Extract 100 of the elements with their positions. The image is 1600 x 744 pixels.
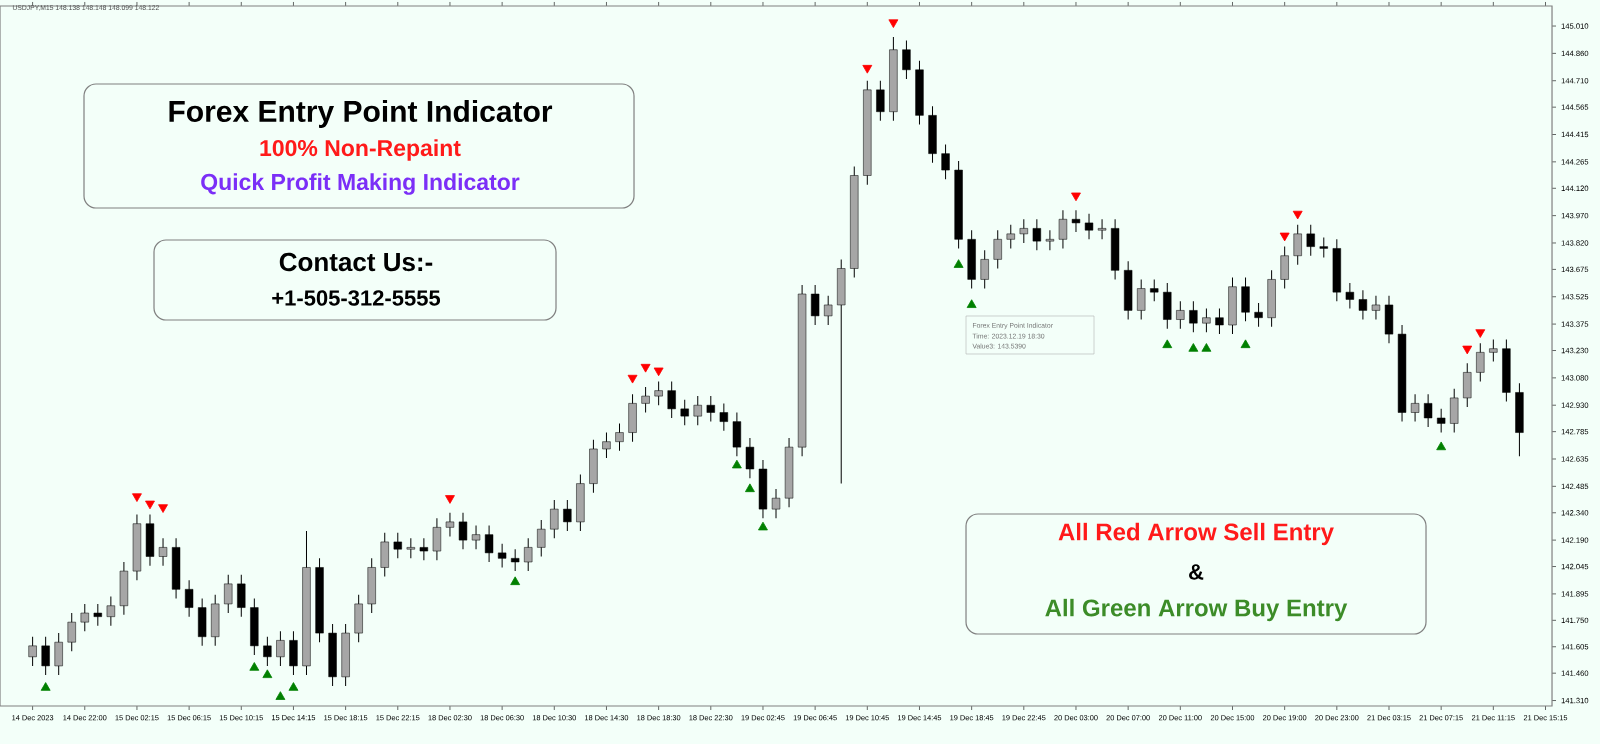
candlestick xyxy=(263,636,272,667)
point xyxy=(1201,343,1212,352)
annotation: & xyxy=(1189,564,1204,580)
candlestick xyxy=(197,597,207,647)
candlestick xyxy=(511,548,520,572)
candlestick xyxy=(1319,237,1328,259)
candlestick xyxy=(1137,278,1146,321)
point xyxy=(158,504,168,513)
candlestick xyxy=(706,395,715,423)
candlestick xyxy=(1032,218,1042,251)
candlestick xyxy=(915,60,924,125)
candlestick xyxy=(497,543,507,568)
point xyxy=(1071,192,1081,202)
candlestick xyxy=(537,519,546,558)
annotation: All Red Arrow Sell Entry xyxy=(1058,522,1334,546)
candlestick xyxy=(484,525,494,563)
point xyxy=(1292,210,1303,220)
candlestick xyxy=(902,40,911,80)
point xyxy=(1162,339,1173,349)
candlestick xyxy=(106,596,116,627)
candlestick xyxy=(250,597,259,656)
candlestick xyxy=(54,632,63,676)
candlestick xyxy=(576,473,585,532)
candlestick xyxy=(1267,269,1276,328)
candlestick xyxy=(1019,218,1028,244)
candlestick xyxy=(1202,308,1211,333)
annotation: Quick Profit Making Indicator xyxy=(201,173,520,195)
candlestick xyxy=(589,439,598,494)
candlestick xyxy=(1045,229,1055,251)
candlestick xyxy=(693,395,702,426)
point xyxy=(510,576,521,586)
candlestick xyxy=(837,258,846,485)
candlestick xyxy=(1215,308,1224,335)
candlestick xyxy=(341,623,350,687)
point xyxy=(262,669,273,679)
point xyxy=(1436,441,1447,451)
candlestick xyxy=(276,630,285,667)
candlestick xyxy=(354,594,363,643)
point xyxy=(640,363,651,373)
point xyxy=(145,500,155,510)
candlestick xyxy=(1176,300,1185,330)
candlestick xyxy=(1228,277,1237,335)
point xyxy=(653,367,664,377)
candlestick xyxy=(328,623,337,687)
candlestick xyxy=(824,295,833,326)
candlestick xyxy=(237,574,246,618)
point xyxy=(1462,345,1473,355)
point xyxy=(275,691,286,700)
candlestick xyxy=(289,630,298,676)
candlestick xyxy=(184,579,194,618)
candlestick xyxy=(119,561,129,616)
candlestick xyxy=(67,612,76,652)
point xyxy=(1475,329,1486,338)
candlestick xyxy=(1150,278,1159,302)
candlestick xyxy=(1410,393,1420,423)
point xyxy=(445,495,455,504)
candlestick xyxy=(667,381,676,419)
candlestick xyxy=(1110,218,1120,280)
candlestick xyxy=(563,499,572,532)
candlestick xyxy=(1476,342,1485,383)
candlestick xyxy=(928,105,937,164)
candlestick xyxy=(1502,339,1511,403)
candlestick xyxy=(1254,302,1263,328)
candlestick xyxy=(1489,339,1498,362)
candlestick xyxy=(28,636,37,667)
candlestick xyxy=(393,532,402,559)
point xyxy=(862,64,873,74)
point xyxy=(288,682,299,691)
candlestick xyxy=(171,537,181,599)
text: Forex Entry Point Indicator xyxy=(169,100,553,128)
point xyxy=(627,374,638,384)
candlestick xyxy=(367,557,376,614)
candlestick xyxy=(41,636,50,676)
candlestick xyxy=(1006,224,1015,249)
candlestick xyxy=(1463,362,1472,408)
candlestick xyxy=(93,603,102,627)
candlestick xyxy=(615,422,624,452)
candlestick xyxy=(1332,238,1341,302)
point xyxy=(1279,232,1290,242)
text: 100% Non-Repaint xyxy=(260,139,461,161)
point xyxy=(731,459,742,469)
point xyxy=(1188,343,1199,352)
candlestick xyxy=(1241,277,1250,322)
point xyxy=(40,682,51,691)
candlestick xyxy=(1306,224,1315,257)
candlestick xyxy=(810,284,820,326)
candlestick xyxy=(876,80,885,122)
candlestick xyxy=(1515,382,1524,457)
point xyxy=(966,299,977,308)
candlestick xyxy=(1423,393,1433,428)
candlestick xyxy=(550,499,559,539)
candlestick xyxy=(419,537,429,561)
point xyxy=(1240,339,1251,349)
candlestick xyxy=(524,537,533,572)
candlestick xyxy=(1163,282,1172,330)
candlestick xyxy=(732,412,742,457)
annotation: All Green Arrow Buy Entry xyxy=(1045,598,1348,622)
candlestick xyxy=(628,393,637,443)
point xyxy=(758,521,768,531)
point xyxy=(249,662,260,671)
